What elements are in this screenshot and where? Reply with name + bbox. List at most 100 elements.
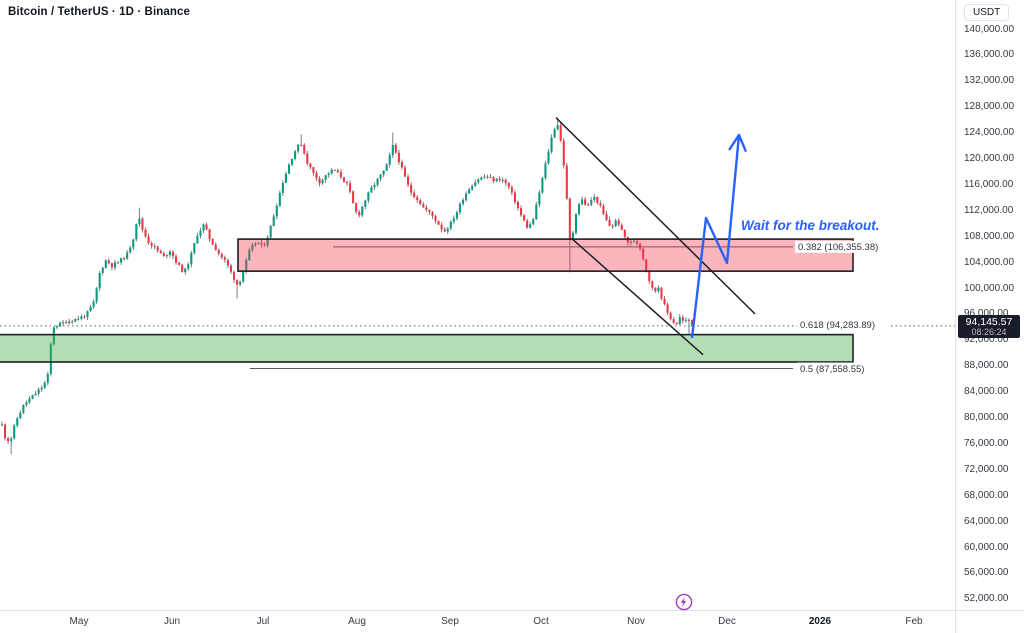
candle-body [184, 268, 187, 273]
candle-body [358, 211, 361, 216]
candle-body [10, 438, 13, 442]
chart-canvas[interactable]: 0.382 (106,355.38) 0.618 (94,283.89) 0.5 (… [0, 0, 955, 610]
price-tick: 108,000.00 [964, 230, 1015, 242]
candle-body [498, 178, 501, 181]
candle-body [336, 170, 339, 173]
candle-body [22, 404, 25, 413]
candle-body [208, 229, 211, 240]
candle-body [232, 271, 236, 280]
candle-body [52, 327, 55, 345]
candle-body [272, 216, 275, 226]
candle-body [666, 304, 669, 313]
candle-body [526, 220, 529, 228]
candle-body [144, 229, 147, 237]
candle-body [303, 144, 306, 154]
candle-body [159, 250, 162, 254]
candle-body [138, 218, 141, 225]
candle-body [352, 191, 355, 204]
price-tick: 96,000.00 [964, 308, 1009, 320]
candle-body [504, 180, 507, 184]
candle-body [62, 322, 65, 324]
candle-body [324, 175, 327, 180]
candle-body [43, 382, 46, 388]
candle-body [330, 169, 333, 174]
candle-body [211, 239, 214, 245]
candle-body [147, 236, 150, 244]
candle-body [452, 218, 455, 222]
candle-body [684, 319, 687, 321]
candle-body [492, 177, 495, 182]
candle-body [596, 196, 599, 204]
candle-body [107, 260, 110, 264]
support-zone[interactable] [0, 333, 854, 363]
candle-body [556, 125, 559, 130]
candle-body [68, 321, 71, 324]
candle-body [465, 193, 468, 200]
candle-body [321, 179, 324, 184]
candle-body [394, 145, 397, 153]
candle-body [590, 199, 593, 206]
price-tick: 124,000.00 [964, 127, 1015, 139]
breakout-annotation[interactable]: Wait for the breakout. [741, 218, 880, 233]
candle-body [471, 186, 474, 190]
time-tick-sep: Sep [441, 616, 459, 627]
candle-body [245, 259, 248, 272]
fib-label-0: 0.382 (106,355.38) [798, 242, 878, 253]
candle-body [242, 271, 245, 282]
candle-body [162, 253, 165, 256]
candle-body [71, 321, 74, 323]
candle-body [654, 287, 657, 292]
candle-body [535, 204, 538, 220]
price-tick: 100,000.00 [964, 282, 1015, 294]
time-tick-feb: Feb [905, 616, 923, 627]
candle-body [495, 178, 498, 182]
candle-body [538, 192, 541, 205]
candle-body [46, 373, 49, 383]
candle-body [620, 224, 623, 230]
candle-body [489, 176, 492, 178]
candle-body [516, 202, 520, 209]
upper-trendline[interactable] [555, 117, 756, 315]
price-tick: 84,000.00 [964, 386, 1009, 398]
time-tick-may: May [69, 616, 89, 627]
symbol-title[interactable]: Bitcoin / TetherUS · 1D · Binance [8, 6, 190, 18]
candle-body [199, 230, 202, 236]
price-axis[interactable]: USDT 94,145.57 08:26:24 140,000.00 136,00… [955, 0, 1024, 610]
candle-body [196, 235, 199, 244]
candle-body [77, 318, 80, 320]
candle-body [639, 243, 642, 249]
candle-body [599, 203, 602, 206]
candle-body [474, 182, 477, 187]
candle-body [544, 163, 547, 178]
time-axis[interactable]: May Jun Jul Aug Sep Oct Nov Dec 2026 Feb [0, 610, 1024, 633]
candle-body [458, 203, 462, 213]
candle-body [571, 232, 574, 240]
candle-body [202, 224, 205, 231]
lower-trendline[interactable] [571, 238, 704, 356]
candle-body [37, 389, 40, 394]
resistance-zone[interactable] [237, 238, 854, 272]
candle-body [275, 205, 278, 217]
candle-body [205, 224, 208, 230]
candle-body [529, 224, 532, 228]
candle-body [123, 258, 126, 260]
candle-body [486, 176, 489, 178]
candle-body [581, 199, 584, 205]
candle-body [523, 215, 526, 221]
candle-body [4, 424, 7, 439]
candle-body [562, 140, 565, 166]
breakout-arrow[interactable] [690, 134, 741, 339]
candle-body [687, 319, 690, 321]
lightning-button[interactable] [672, 590, 696, 614]
candle-body [449, 221, 452, 229]
candle-body [477, 179, 480, 183]
candle-body [135, 224, 138, 240]
candle-body [327, 173, 330, 176]
candle-body [584, 199, 587, 205]
candle-body [657, 287, 660, 292]
price-tick: 132,000.00 [964, 75, 1015, 87]
candle-body [413, 192, 416, 198]
candle-body [257, 242, 260, 244]
candle-body [483, 176, 486, 178]
